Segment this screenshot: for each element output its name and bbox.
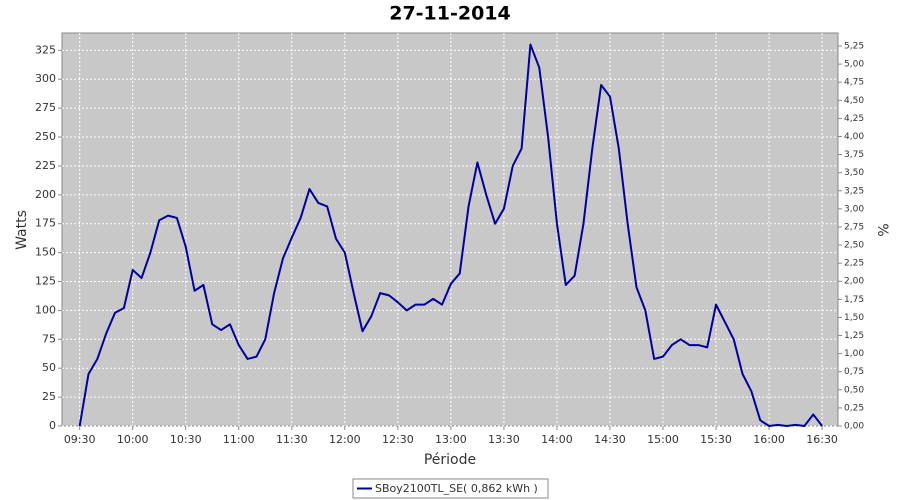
y-tick-label: 150 (35, 246, 56, 259)
x-tick-label: 11:30 (276, 433, 308, 446)
y2-tick-label: 5,25 (844, 42, 864, 52)
x-tick-label: 12:00 (329, 433, 361, 446)
y2-tick-label: 3,75 (844, 150, 864, 160)
y2-axis-title: % (874, 223, 890, 236)
y-tick-label: 100 (35, 303, 56, 316)
line-series (78, 43, 823, 427)
x-tick-label: 13:30 (488, 433, 520, 446)
legend (352, 478, 549, 499)
y-tick-label: 0 (49, 419, 56, 432)
y2-tick-label: 3,25 (844, 186, 864, 196)
y-tick-label: 250 (35, 130, 56, 143)
x-tick-label: 16:00 (753, 433, 785, 446)
y2-tick-label: 2,00 (844, 277, 864, 287)
y2-tick-label: 4,75 (844, 78, 864, 88)
y2-tick-label: 1,00 (844, 349, 864, 359)
legend-label: SBoy2100TL_SE( 0,862 kWh ) (375, 482, 538, 495)
y-tick-label: 125 (35, 275, 56, 288)
y2-tick-label: 5,00 (844, 60, 864, 70)
chart-title: 27-11-2014 (389, 3, 511, 25)
plot-area (61, 32, 839, 427)
y-tick-label: 225 (35, 159, 56, 172)
y2-tick-label: 2,25 (844, 259, 864, 269)
x-tick-label: 12:30 (382, 433, 414, 446)
y-tick-label: 75 (42, 332, 56, 345)
y2-tick-label: 4,00 (844, 132, 864, 142)
y-tick-label: 325 (35, 43, 56, 56)
x-axis-title: Période (424, 452, 476, 468)
y2-tick-label: 4,50 (844, 96, 864, 106)
x-tick-label: 09:30 (64, 433, 96, 446)
y2-tick-label: 3,00 (844, 204, 864, 214)
y2-tick-label: 1,50 (844, 313, 864, 323)
y-axis-title: Watts (14, 210, 30, 250)
y2-tick-label: 1,75 (844, 295, 864, 305)
x-tick-label: 13:00 (435, 433, 467, 446)
y-tick-label: 175 (35, 217, 56, 230)
x-tick-label: 10:00 (117, 433, 149, 446)
y-tick-label: 300 (35, 72, 56, 85)
y2-tick-label: 0,25 (844, 403, 864, 413)
x-tick-label: 14:30 (594, 433, 626, 446)
y-tick-label: 275 (35, 101, 56, 114)
y2-tick-label: 0,75 (844, 367, 864, 377)
y2-tick-label: 0,50 (844, 385, 864, 395)
x-tick-label: 10:30 (170, 433, 202, 446)
y2-tick-label: 0,00 (844, 422, 864, 432)
x-tick-label: 16:30 (806, 433, 838, 446)
y2-tick-label: 3,50 (844, 168, 864, 178)
x-tick-label: 11:00 (223, 433, 255, 446)
y-tick-label: 50 (42, 361, 56, 374)
x-tick-label: 15:30 (700, 433, 732, 446)
y2-tick-label: 4,25 (844, 114, 864, 124)
x-tick-label: 14:00 (541, 433, 573, 446)
y2-tick-label: 1,25 (844, 331, 864, 341)
y2-tick-label: 2,50 (844, 241, 864, 251)
y-tick-label: 25 (42, 390, 56, 403)
x-tick-label: 15:00 (647, 433, 679, 446)
y2-tick-label: 2,75 (844, 222, 864, 232)
y-tick-label: 200 (35, 188, 56, 201)
